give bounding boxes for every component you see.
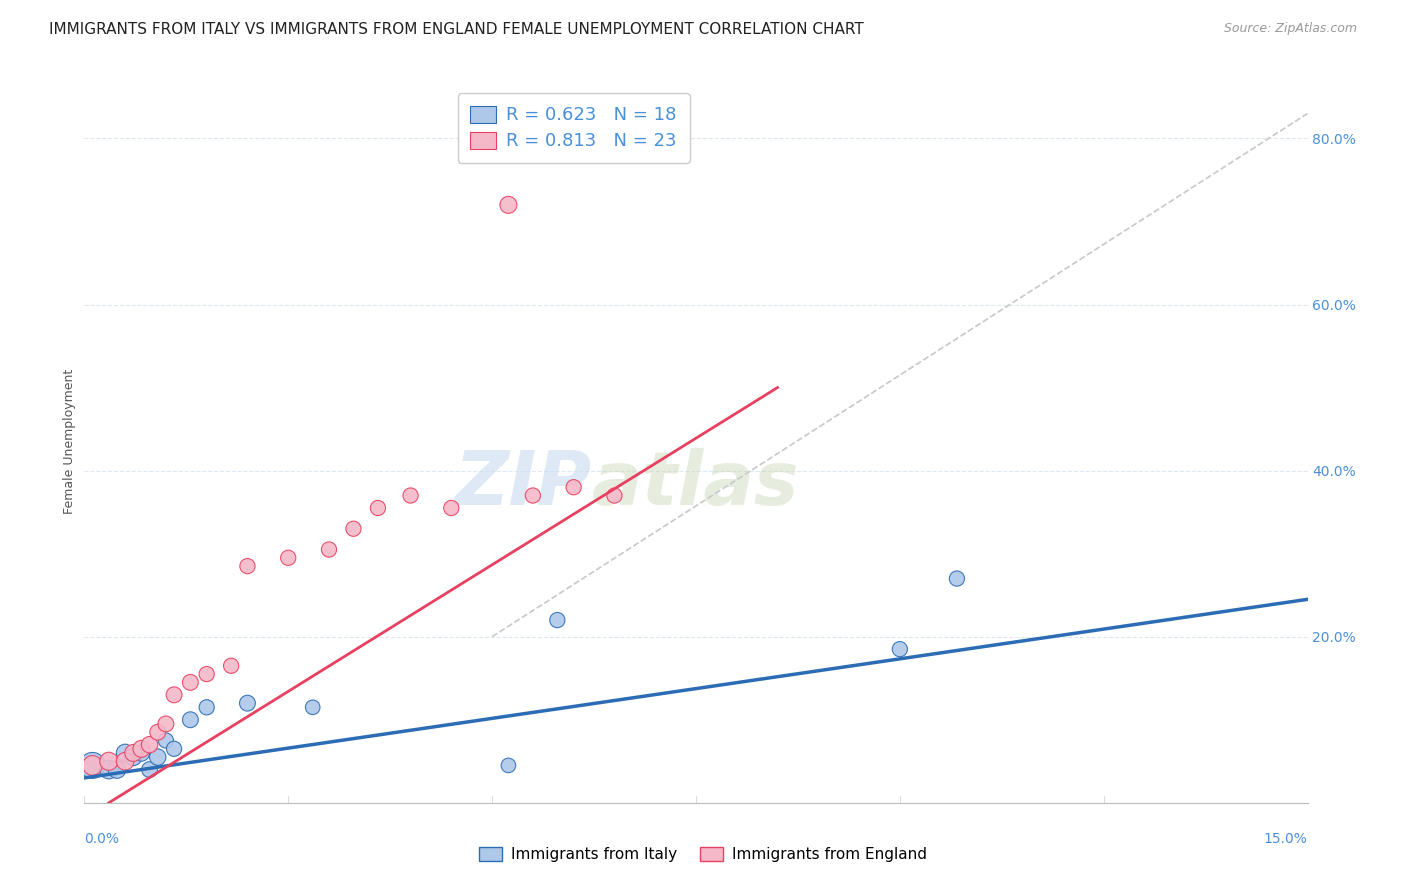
Text: Source: ZipAtlas.com: Source: ZipAtlas.com <box>1223 22 1357 36</box>
Point <box>146 750 169 764</box>
Text: 15.0%: 15.0% <box>1264 831 1308 846</box>
Point <box>114 754 136 768</box>
Point <box>498 198 520 212</box>
Point <box>195 700 218 714</box>
Point <box>301 700 323 714</box>
Point <box>562 480 585 494</box>
Point <box>179 713 201 727</box>
Point <box>440 500 463 515</box>
Point <box>603 489 626 503</box>
Point <box>342 522 364 536</box>
Point <box>131 741 153 756</box>
Point <box>97 754 120 768</box>
Point <box>522 489 544 503</box>
Point <box>146 725 169 739</box>
Text: atlas: atlas <box>592 449 800 522</box>
Point <box>131 746 153 760</box>
Point <box>122 750 145 764</box>
Legend: R = 0.623   N = 18, R = 0.813   N = 23: R = 0.623 N = 18, R = 0.813 N = 23 <box>458 93 689 163</box>
Point <box>82 758 104 772</box>
Point <box>122 746 145 760</box>
Point <box>163 688 186 702</box>
Point <box>318 542 340 557</box>
Point <box>155 733 177 747</box>
Point <box>277 550 299 565</box>
Text: 0.0%: 0.0% <box>84 831 120 846</box>
Text: IMMIGRANTS FROM ITALY VS IMMIGRANTS FROM ENGLAND FEMALE UNEMPLOYMENT CORRELATION: IMMIGRANTS FROM ITALY VS IMMIGRANTS FROM… <box>49 22 863 37</box>
Y-axis label: Female Unemployment: Female Unemployment <box>63 369 76 514</box>
Point <box>219 658 242 673</box>
Legend: Immigrants from Italy, Immigrants from England: Immigrants from Italy, Immigrants from E… <box>472 840 934 868</box>
Point <box>498 758 520 772</box>
Point <box>138 763 160 777</box>
Point <box>195 667 218 681</box>
Point <box>82 758 104 772</box>
Point <box>138 738 160 752</box>
Point <box>114 746 136 760</box>
Point <box>946 572 969 586</box>
Text: ZIP: ZIP <box>454 449 592 522</box>
Point <box>546 613 568 627</box>
Point <box>105 763 128 777</box>
Point <box>889 642 911 657</box>
Point <box>97 763 120 777</box>
Point <box>399 489 422 503</box>
Point <box>155 717 177 731</box>
Point <box>367 500 389 515</box>
Point <box>236 696 259 710</box>
Point <box>179 675 201 690</box>
Point <box>236 559 259 574</box>
Point <box>163 741 186 756</box>
